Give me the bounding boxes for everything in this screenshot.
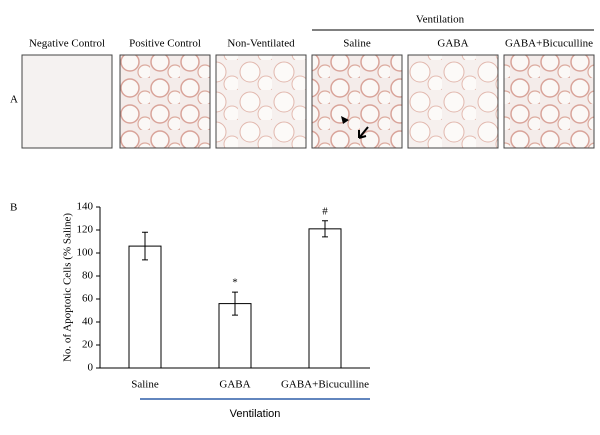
image-label: Negative Control	[29, 38, 105, 50]
image-label: GABA	[437, 38, 468, 50]
annotation: *	[232, 277, 238, 289]
panel-label: B	[10, 202, 17, 214]
x-tick-label: GABA	[219, 379, 250, 391]
y-tick-label: 80	[82, 270, 94, 282]
micrograph	[21, 54, 113, 149]
micrographs	[21, 54, 595, 149]
panel-label: A	[10, 94, 18, 106]
image-label: Saline	[343, 38, 371, 50]
x-group-label: Ventilation	[230, 408, 281, 420]
x-tick-label: GABA+Bicuculline	[281, 379, 369, 391]
micrograph	[119, 54, 211, 149]
arrow-marker	[358, 126, 369, 139]
y-tick-label: 20	[82, 339, 94, 351]
y-tick-label: 60	[82, 293, 94, 305]
y-tick-label: 140	[77, 201, 94, 213]
annotation: #	[322, 205, 328, 217]
micrograph	[215, 54, 307, 149]
image-label: Non-Ventilated	[227, 38, 295, 50]
y-tick-label: 40	[82, 316, 94, 328]
micrograph	[407, 54, 499, 149]
x-tick-label: Saline	[131, 379, 159, 391]
y-tick-label: 120	[77, 224, 94, 236]
error-bar	[142, 231, 148, 261]
image-label: GABA+Bicuculline	[505, 38, 593, 50]
error-bar	[232, 291, 238, 316]
bar	[308, 228, 342, 369]
image-label: Positive Control	[129, 38, 201, 50]
y-tick-label: 100	[77, 247, 94, 259]
bar	[128, 245, 162, 369]
y-axis-label: No. of Apoptotic Cells (% Saline)	[62, 213, 74, 362]
image-labels: Negative Control Positive Control Non-Vent…	[29, 38, 593, 50]
group-label: Ventilation	[416, 14, 465, 26]
error-bar	[322, 220, 328, 238]
micrograph	[311, 54, 403, 149]
arrowhead-marker	[341, 116, 349, 124]
y-tick-label: 0	[88, 362, 94, 374]
micrograph	[503, 54, 595, 149]
